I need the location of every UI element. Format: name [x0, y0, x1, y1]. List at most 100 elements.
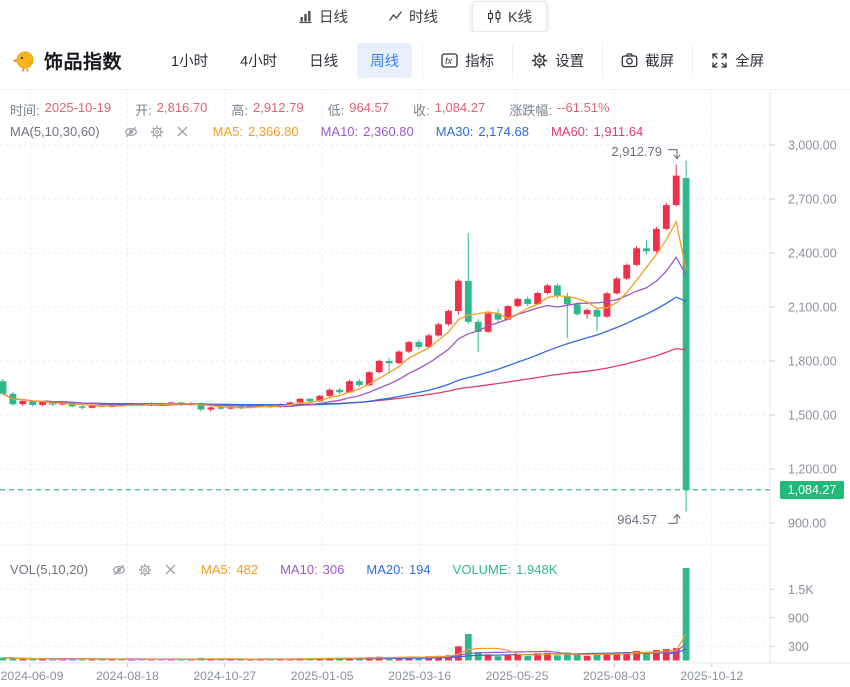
tab-1d[interactable]: 日线	[309, 54, 339, 70]
x-axis-label: 2025-05-25	[486, 669, 549, 683]
change-label: 涨跌幅:	[509, 103, 552, 118]
candle	[653, 228, 660, 252]
ma10-legend: MA10: 2,360.80	[320, 124, 414, 139]
volume-bar	[603, 653, 611, 661]
close-volume-button[interactable]	[164, 563, 177, 576]
candle	[257, 404, 264, 406]
volume-bar	[108, 659, 116, 661]
candle	[286, 402, 294, 405]
volume-bar	[504, 654, 512, 661]
volume-bar	[59, 659, 66, 661]
page-title: 饰品指数	[44, 52, 123, 73]
candle	[207, 407, 215, 410]
ma30-legend: MA30: 2,174.68	[435, 124, 529, 139]
x-axis-label: 2024-06-09	[1, 669, 64, 683]
candle	[524, 298, 532, 305]
volume-bar	[544, 652, 551, 661]
tab-time-line[interactable]: 时线	[382, 2, 444, 31]
candle	[633, 248, 640, 265]
screenshot-button[interactable]: 截屏	[613, 44, 682, 77]
high-label: 高:	[231, 103, 248, 118]
volume-bar	[633, 651, 640, 661]
volume-bar	[474, 652, 482, 661]
candle	[554, 285, 561, 297]
volume-bar	[39, 659, 46, 661]
x-axis-label: 2024-08-18	[96, 669, 159, 683]
close-icon	[177, 126, 188, 137]
vol-ma10-legend: MA10: 306	[280, 562, 345, 577]
candle	[623, 264, 631, 279]
vol-ma10-line	[2, 642, 687, 660]
tab-time-line-label: 时线	[409, 9, 438, 26]
close-indicator-button[interactable]	[176, 125, 189, 138]
candle	[415, 342, 423, 347]
gear-small-icon	[138, 563, 152, 576]
gear-small-icon	[150, 125, 163, 138]
tab-4h[interactable]: 4小时	[240, 54, 278, 70]
divider	[602, 43, 604, 78]
candle	[445, 311, 452, 325]
volume-bar	[534, 653, 541, 661]
volume-legend-bar: VOL(5,10,20)	[10, 562, 557, 577]
divider	[512, 43, 514, 78]
arrow-to-low-icon	[668, 513, 681, 524]
tab-1h[interactable]: 1小时	[171, 54, 209, 70]
price-tick-label: 1,500.00	[788, 409, 837, 423]
close-icon	[165, 564, 176, 575]
volume-bar	[672, 648, 680, 661]
hide-volume-button[interactable]	[112, 563, 126, 577]
vol-ma5-line	[2, 633, 687, 661]
volume-bar	[356, 658, 363, 661]
volume-bar	[593, 654, 601, 661]
settings-label: 设置	[555, 54, 585, 70]
candle	[395, 351, 403, 364]
open-value: 2,816.70	[156, 100, 208, 115]
candle	[39, 402, 46, 405]
candle	[217, 407, 225, 409]
volume-bar	[662, 649, 670, 661]
tab-kline[interactable]: K线	[472, 0, 548, 32]
volume-bar	[98, 659, 106, 661]
candle	[326, 389, 334, 396]
volume-settings-button[interactable]	[138, 563, 152, 577]
volume-bar	[494, 656, 502, 661]
tab-1w[interactable]: 周线	[357, 43, 413, 78]
tab-daily-line[interactable]: 日线	[292, 2, 354, 31]
volume-tick-label: 300	[788, 640, 809, 654]
arrow-to-high-icon	[668, 149, 681, 160]
low-annotation: 964.57	[617, 512, 657, 527]
tab-daily-line-label: 日线	[319, 9, 348, 26]
volume-bar	[514, 653, 522, 661]
candle	[88, 404, 96, 408]
candle	[197, 403, 205, 410]
ma10-line	[2, 255, 687, 408]
high-value: 2,912.79	[252, 100, 304, 115]
ma60-legend: MA60: 1,911.64	[550, 124, 644, 139]
candle	[336, 389, 343, 393]
ma5-legend: MA5: 2,366.80	[212, 124, 299, 139]
indicator-settings-button[interactable]	[150, 125, 164, 139]
candle	[474, 321, 482, 332]
eye-slash-icon	[124, 126, 137, 137]
x-axis-label: 2025-01-05	[291, 669, 354, 683]
candle	[19, 401, 27, 405]
hide-indicator-button[interactable]	[124, 125, 138, 139]
time-label: 时间:	[10, 103, 40, 118]
tab-kline-label: K线	[508, 9, 533, 26]
volume-bar	[266, 659, 274, 661]
candle	[593, 309, 601, 317]
settings-button[interactable]: 设置	[523, 44, 592, 77]
volume-bar	[613, 652, 621, 661]
indicators-button[interactable]: fx 指标	[433, 44, 502, 77]
eye-slash-icon	[113, 564, 125, 575]
candle	[514, 298, 522, 307]
time-value: 2025-10-19	[44, 100, 112, 115]
candle	[316, 395, 324, 402]
volume-bar	[524, 656, 532, 661]
price-tick-label: 1,800.00	[788, 355, 837, 369]
candle	[544, 285, 551, 293]
fullscreen-button[interactable]: 全屏	[703, 44, 772, 77]
volume-bar	[583, 655, 591, 661]
candle	[484, 313, 492, 332]
